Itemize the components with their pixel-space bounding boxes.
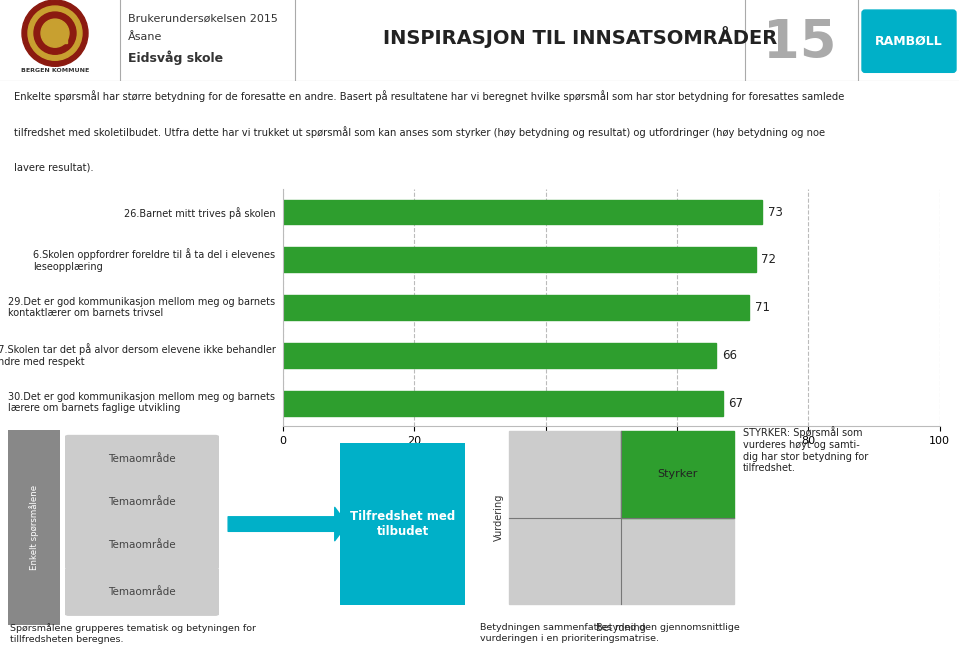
Text: Betydningen sammenfattes med den gjennomsnittlige
vurderingen i en prioriterings: Betydningen sammenfattes med den gjennom… bbox=[480, 624, 739, 643]
Bar bbox=[283, 247, 756, 272]
Bar bbox=[63, 29, 67, 43]
Bar bbox=[283, 200, 762, 225]
Text: Betydning: Betydning bbox=[596, 623, 646, 633]
Text: 71: 71 bbox=[755, 301, 769, 314]
Bar bbox=[621, 518, 734, 604]
FancyBboxPatch shape bbox=[63, 436, 221, 482]
Text: Tilfredshet med
tilbudet: Tilfredshet med tilbudet bbox=[350, 510, 456, 538]
FancyBboxPatch shape bbox=[63, 568, 221, 615]
Bar bbox=[283, 343, 716, 368]
Bar bbox=[283, 295, 749, 320]
Text: INSPIRASJON TIL INNSATSOMRÅDER: INSPIRASJON TIL INNSATSOMRÅDER bbox=[383, 26, 777, 48]
Circle shape bbox=[41, 19, 69, 48]
Bar bbox=[283, 391, 723, 415]
Text: Brukerundersøkelsen 2015: Brukerundersøkelsen 2015 bbox=[128, 14, 278, 24]
Text: STYRKER: Spørsmål som
vurderes høyt og samti-
dig har stor betydning for
tilfred: STYRKER: Spørsmål som vurderes høyt og s… bbox=[743, 426, 869, 473]
Text: Eidsvåg skole: Eidsvåg skole bbox=[128, 50, 223, 64]
Text: Enkelt spørsmålene: Enkelt spørsmålene bbox=[29, 485, 39, 570]
FancyBboxPatch shape bbox=[862, 10, 956, 72]
Text: Enkelte spørsmål har større betydning for de foresatte en andre. Basert på resul: Enkelte spørsmål har større betydning fo… bbox=[14, 90, 845, 102]
Text: RAMBØLL: RAMBØLL bbox=[876, 35, 943, 48]
Bar bbox=[508, 431, 621, 518]
Text: Temaområde: Temaområde bbox=[108, 497, 175, 507]
FancyBboxPatch shape bbox=[63, 478, 221, 525]
Text: Spørsmålene grupperes tematisk og betyningen for
tillfredsheten beregnes.: Spørsmålene grupperes tematisk og betyni… bbox=[10, 624, 256, 644]
FancyBboxPatch shape bbox=[337, 443, 469, 605]
Bar bbox=[51, 29, 55, 43]
Text: Temaområde: Temaområde bbox=[108, 540, 175, 550]
Circle shape bbox=[28, 6, 82, 61]
Text: Temaområde: Temaområde bbox=[108, 587, 175, 597]
Bar bbox=[45, 29, 49, 43]
Text: Styrker: Styrker bbox=[657, 469, 697, 479]
Text: 15: 15 bbox=[763, 17, 836, 69]
FancyBboxPatch shape bbox=[63, 521, 221, 568]
Text: 27.Skolen tar det på alvor dersom elevene ikke behandler
andre med respekt: 27.Skolen tar det på alvor dersom eleven… bbox=[0, 343, 275, 367]
Text: Temaområde: Temaområde bbox=[108, 454, 175, 464]
Text: Åsane: Åsane bbox=[128, 32, 162, 42]
Bar bbox=[57, 29, 61, 43]
Text: 6.Skolen oppfordrer foreldre til å ta del i elevenes
leseopplæring: 6.Skolen oppfordrer foreldre til å ta de… bbox=[34, 248, 275, 272]
Text: 29.Det er god kommunikasjon mellom meg og barnets
kontaktlærer om barnets trivse: 29.Det er god kommunikasjon mellom meg o… bbox=[9, 297, 275, 318]
Bar bbox=[508, 518, 621, 604]
Text: 67: 67 bbox=[728, 396, 743, 409]
Text: 30.Det er god kommunikasjon mellom meg og barnets
lærere om barnets faglige utvi: 30.Det er god kommunikasjon mellom meg o… bbox=[9, 392, 275, 413]
Text: 66: 66 bbox=[722, 349, 737, 362]
Circle shape bbox=[22, 0, 88, 66]
Bar bbox=[621, 431, 734, 518]
Circle shape bbox=[34, 12, 76, 54]
Text: 72: 72 bbox=[761, 253, 776, 266]
Text: Vurdering: Vurdering bbox=[494, 494, 503, 541]
FancyBboxPatch shape bbox=[5, 420, 63, 635]
Text: 73: 73 bbox=[768, 206, 783, 219]
Text: lavere resultat).: lavere resultat). bbox=[14, 162, 94, 172]
Text: 26.Barnet mitt trives på skolen: 26.Barnet mitt trives på skolen bbox=[124, 206, 275, 219]
Text: tilfredshet med skoletilbudet. Utfra dette har vi trukket ut spørsmål som kan an: tilfredshet med skoletilbudet. Utfra det… bbox=[14, 126, 826, 138]
Text: BERGEN KOMMUNE: BERGEN KOMMUNE bbox=[21, 68, 89, 74]
